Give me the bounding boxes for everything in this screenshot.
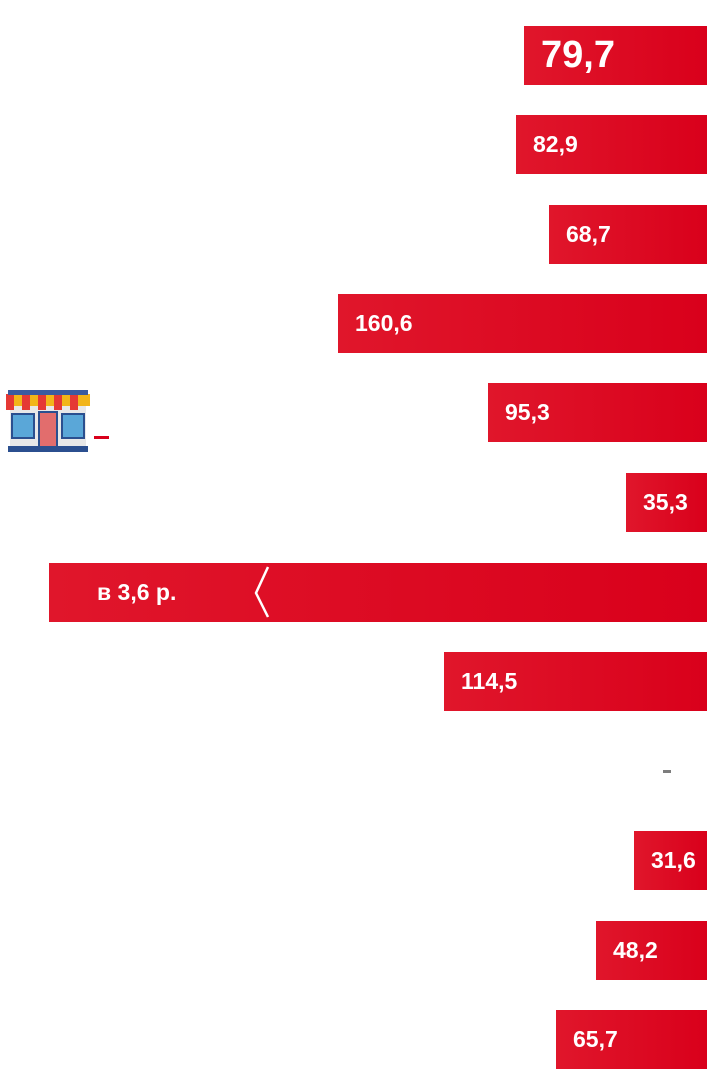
bar-label-1: 79,7	[541, 34, 615, 76]
bar-3	[549, 205, 707, 264]
bar-12	[556, 1010, 707, 1069]
bar-label-4: 160,6	[355, 310, 413, 336]
bar-8	[444, 652, 707, 711]
bar-2	[516, 115, 707, 174]
red-dash	[94, 436, 109, 439]
value-missing-dash: -	[663, 770, 671, 773]
bar-label-7: в 3,6 р.	[97, 579, 177, 605]
bar-label-10: 31,6	[651, 847, 696, 873]
bar-5	[488, 383, 707, 442]
store-icon	[6, 390, 90, 452]
bar-4	[338, 294, 707, 353]
bar-1	[524, 26, 707, 85]
bar-label-6: 35,3	[643, 489, 688, 515]
bar-label-12: 65,7	[573, 1026, 618, 1052]
bar-6	[626, 473, 707, 532]
bar-label-3: 68,7	[566, 221, 611, 247]
bar-label-5: 95,3	[505, 399, 550, 425]
bar-label-11: 48,2	[613, 937, 658, 963]
bar-11	[596, 921, 707, 980]
bar-label-2: 82,9	[533, 131, 578, 157]
bar-label-8: 114,5	[461, 668, 518, 694]
bar-7	[49, 563, 707, 622]
bar-10	[634, 831, 707, 890]
axis-break-icon	[254, 566, 270, 618]
